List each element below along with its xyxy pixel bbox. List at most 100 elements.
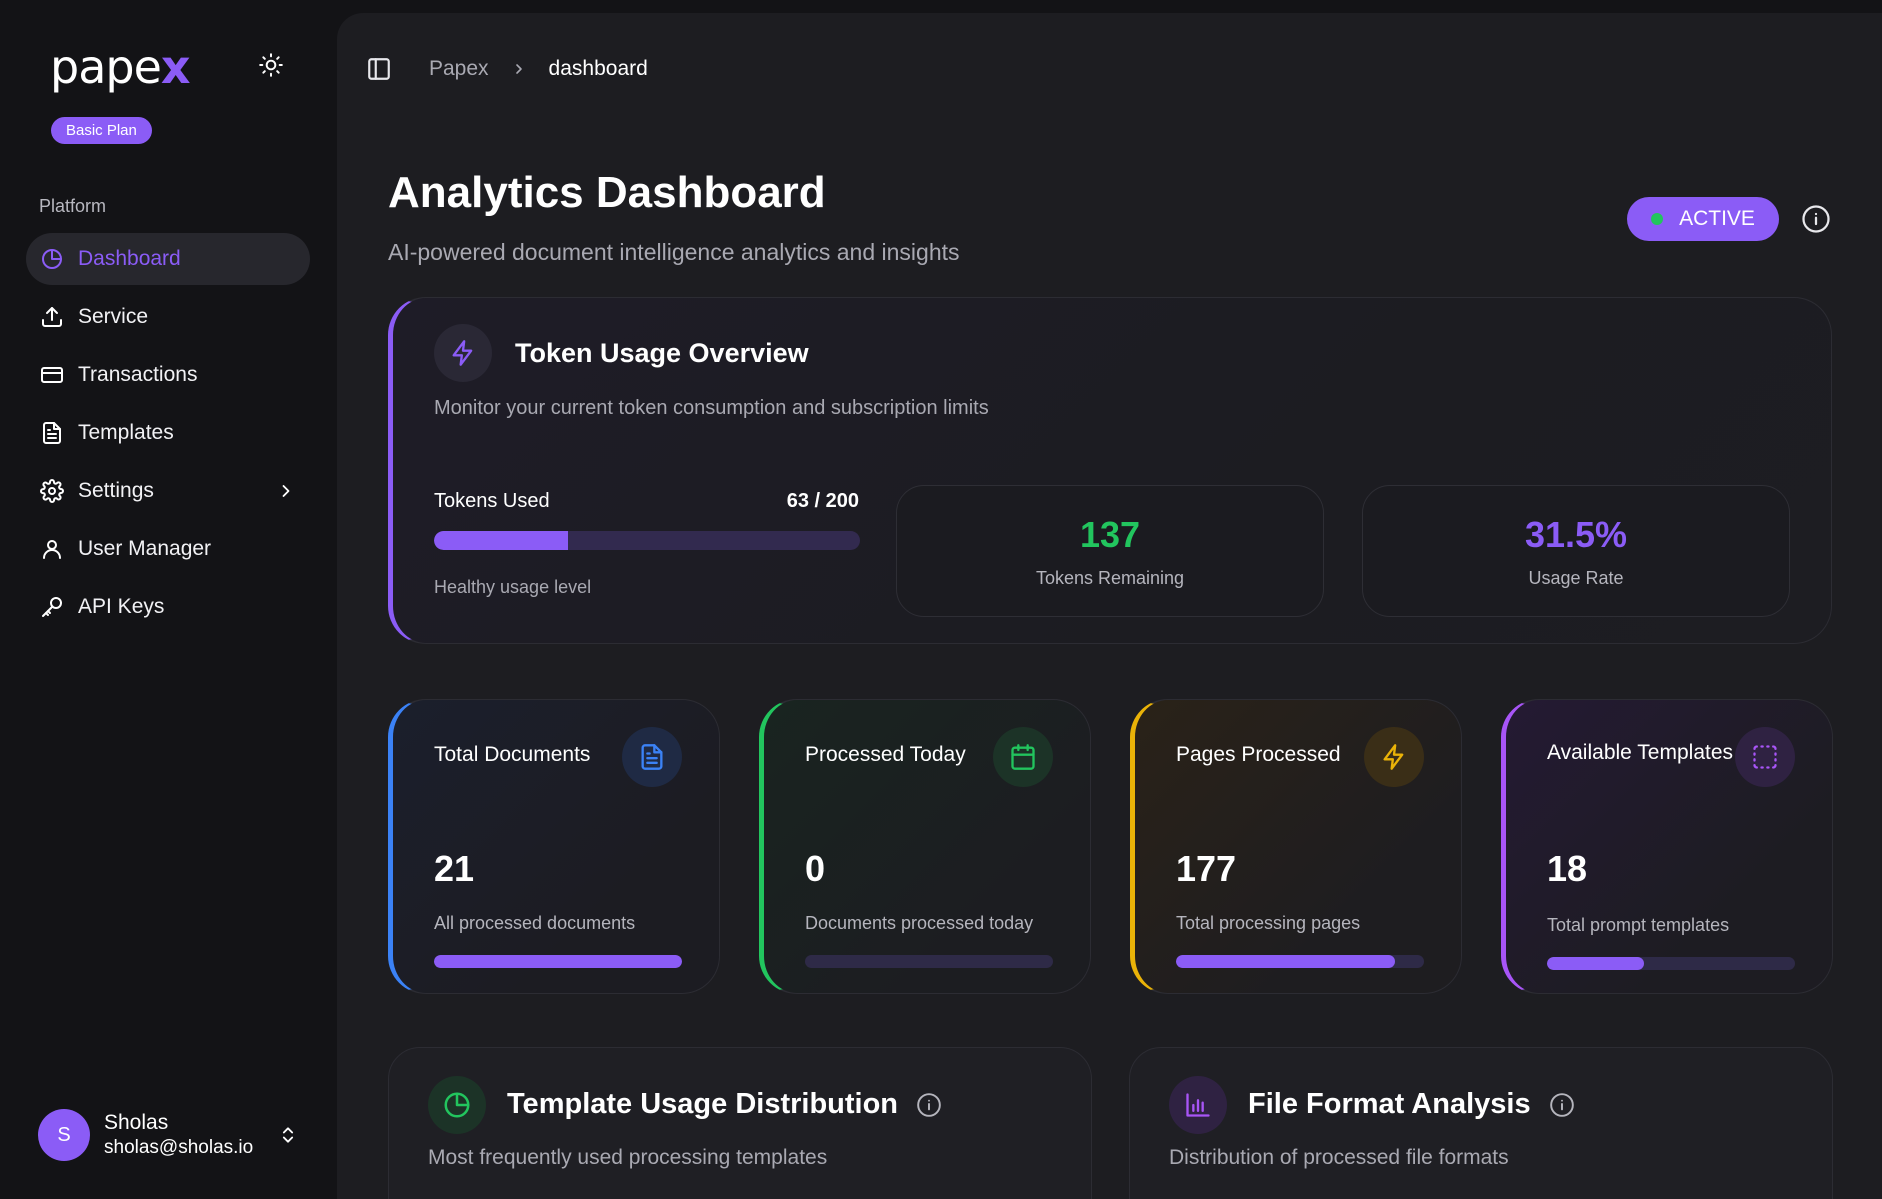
papex-logo[interactable]: papex <box>50 40 191 94</box>
stat-card-processed-today: Processed Today 0 Documents processed to… <box>759 699 1091 994</box>
card-title: Processed Today <box>805 743 966 766</box>
card-subtitle: Total prompt templates <box>1547 915 1730 935</box>
card-progress-fill <box>434 955 682 968</box>
card-subtitle: Most frequently used processing template… <box>428 1146 828 1169</box>
usage-rate-value: 31.5% <box>1524 514 1628 555</box>
theme-toggle-button[interactable] <box>254 48 288 82</box>
user-info: Sholas sholas@sholas.io <box>104 1110 253 1160</box>
sidebar-nav: Dashboard Service Transactions Templates… <box>26 233 310 639</box>
avatar: S <box>38 1109 90 1161</box>
token-usage-card: Token Usage Overview Monitor your curren… <box>388 297 1832 644</box>
info-icon[interactable] <box>916 1092 942 1118</box>
tokens-used-value: 63 / 200 <box>786 490 859 512</box>
tokens-remaining-label: Tokens Remaining <box>1035 568 1185 588</box>
sidebar-item-label: Templates <box>78 421 174 444</box>
sidebar-toggle-button[interactable] <box>365 55 393 83</box>
card-title: File Format Analysis <box>1248 1088 1531 1120</box>
card-value: 21 <box>434 848 475 889</box>
card-subtitle: Distribution of processed file formats <box>1169 1146 1509 1169</box>
sidebar-item-user-manager[interactable]: User Manager <box>26 523 310 575</box>
sidebar-item-settings[interactable]: Settings <box>26 465 310 517</box>
card-value: 177 <box>1176 848 1237 889</box>
chevron-right-icon <box>276 481 296 501</box>
sidebar: papex Basic Plan Platform Dashboard Serv… <box>0 0 337 1199</box>
card-value: 18 <box>1547 848 1588 889</box>
sidebar-item-transactions[interactable]: Transactions <box>26 349 310 401</box>
bar-chart-icon <box>1169 1076 1227 1134</box>
usage-rate-box: 31.5% Usage Rate <box>1362 485 1790 617</box>
card-progress-bar <box>805 955 1053 968</box>
card-subtitle: All processed documents <box>434 913 636 933</box>
card-title: Available Templates <box>1547 741 1734 764</box>
tokens-progress-fill <box>434 531 569 550</box>
usage-note: Healthy usage level <box>434 577 592 597</box>
file-text-icon <box>622 727 682 787</box>
user-menu[interactable]: S Sholas sholas@sholas.io <box>38 1108 298 1162</box>
token-card-subtitle: Monitor your current token consumption a… <box>434 397 989 419</box>
card-progress-fill <box>1176 955 1396 968</box>
breadcrumb-current: dashboard <box>548 57 648 80</box>
status-label: ACTIVE <box>1679 207 1755 230</box>
topbar: Papex dashboard <box>365 49 648 89</box>
sidebar-item-label: User Manager <box>78 537 212 560</box>
breadcrumb-root[interactable]: Papex <box>429 57 489 80</box>
tokens-progress-bar <box>434 531 860 550</box>
card-progress-bar <box>1547 957 1795 970</box>
stat-card-available-templates: Available Templates 18 Total prompt temp… <box>1501 699 1833 994</box>
stat-card-pages-processed: Pages Processed 177 Total processing pag… <box>1130 699 1462 994</box>
pie-chart-icon <box>39 246 65 272</box>
sidebar-item-label: API Keys <box>78 595 165 618</box>
chevrons-up-down-icon <box>278 1123 298 1147</box>
card-progress-bar <box>434 955 682 968</box>
sidebar-item-label: Transactions <box>78 363 198 386</box>
card-progress-bar <box>1176 955 1424 968</box>
lightning-icon <box>434 324 492 382</box>
credit-card-icon <box>39 362 65 388</box>
info-icon <box>1802 205 1830 233</box>
usage-rate-label: Usage Rate <box>1528 568 1624 588</box>
card-subtitle: Total processing pages <box>1176 913 1361 933</box>
document-icon <box>39 420 65 446</box>
page-subtitle: AI-powered document intelligence analyti… <box>388 239 960 265</box>
user-icon <box>39 536 65 562</box>
tokens-remaining-box: 137 Tokens Remaining <box>896 485 1324 617</box>
sidebar-item-templates[interactable]: Templates <box>26 407 310 459</box>
template-usage-title: Template Usage Distribution <box>507 1088 942 1121</box>
sidebar-item-api-keys[interactable]: API Keys <box>26 581 310 633</box>
info-icon[interactable] <box>1549 1092 1575 1118</box>
sidebar-item-label: Settings <box>78 479 154 502</box>
sun-icon <box>259 53 283 77</box>
card-subtitle: Documents processed today <box>805 913 1034 933</box>
section-label: Platform <box>39 196 107 216</box>
file-format-title: File Format Analysis <box>1248 1088 1575 1121</box>
dashed-square-icon <box>1735 727 1795 787</box>
upload-icon <box>39 304 65 330</box>
chevron-right-icon <box>511 61 527 77</box>
panel-left-icon <box>368 58 390 80</box>
card-title: Template Usage Distribution <box>507 1088 899 1120</box>
status-badge[interactable]: ACTIVE <box>1627 197 1779 241</box>
card-progress-fill <box>1547 957 1644 970</box>
template-usage-card: Template Usage Distribution Most frequen… <box>388 1047 1092 1199</box>
status-dot <box>1651 213 1664 225</box>
token-card-title: Token Usage Overview <box>515 338 809 368</box>
card-title: Total Documents <box>434 743 591 766</box>
card-value: 0 <box>805 848 826 889</box>
lightning-icon <box>1364 727 1424 787</box>
tokens-used-label: Tokens Used <box>434 490 550 512</box>
page-title: Analytics Dashboard <box>388 168 826 217</box>
sidebar-item-dashboard[interactable]: Dashboard <box>26 233 310 285</box>
pie-chart-icon <box>428 1076 486 1134</box>
main-content: Papex dashboard Analytics Dashboard AI-p… <box>337 13 1882 1199</box>
sidebar-item-label: Dashboard <box>78 247 181 270</box>
sidebar-item-service[interactable]: Service <box>26 291 310 343</box>
user-email: sholas@sholas.io <box>104 1137 254 1158</box>
card-title: Pages Processed <box>1176 743 1341 766</box>
calendar-icon <box>993 727 1053 787</box>
gear-icon <box>39 478 65 504</box>
stat-card-total-documents: Total Documents 21 All processed documen… <box>388 699 720 994</box>
plan-badge: Basic Plan <box>51 117 152 144</box>
info-button[interactable] <box>1801 204 1831 234</box>
user-name: Sholas <box>104 1111 169 1134</box>
key-icon <box>39 594 65 620</box>
